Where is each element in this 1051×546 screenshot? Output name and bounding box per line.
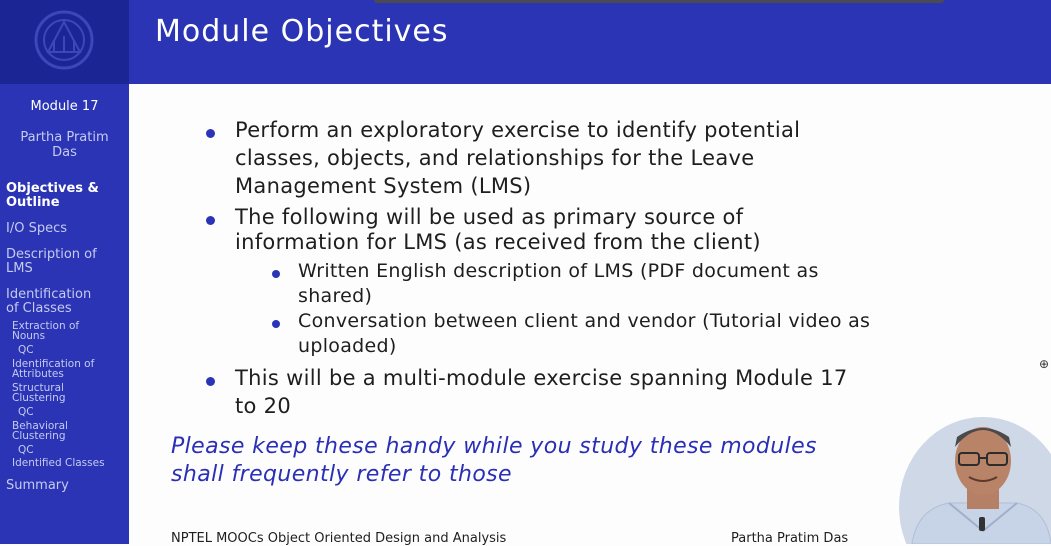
sidebar-subitem-structural-clustering[interactable]: Structural Clustering	[12, 382, 66, 404]
bullet-icon	[206, 216, 215, 225]
author-name: Partha Pratim Das	[0, 130, 129, 160]
sidebar-item-label: Summary	[6, 478, 69, 493]
author-line: Partha Pratim	[20, 130, 109, 145]
sub-bullet-text-line: Written English description of LMS (PDF …	[298, 260, 819, 282]
slide-header: Module Objectives	[129, 0, 1051, 84]
bullet-text-line: information for LMS (as received from th…	[235, 230, 761, 254]
presenter-video-overlay	[897, 411, 1051, 544]
sidebar-subitem-label: QC	[18, 406, 34, 418]
sidebar-item-label: Outline	[6, 195, 60, 210]
sidebar-subitem-label: QC	[18, 344, 34, 356]
sidebar-item-label: Identification	[6, 287, 92, 302]
highlight-note-line: shall frequently refer to those	[171, 462, 512, 487]
sidebar-item-label: of Classes	[6, 301, 72, 316]
sidebar-subitem-qc[interactable]: QC	[18, 444, 34, 456]
sidebar-item-identification-of-classes[interactable]: Identification of Classes	[6, 288, 91, 316]
highlight-note-line: Please keep these handy while you study …	[171, 434, 817, 459]
sub-bullet-icon	[272, 320, 280, 328]
logo-area	[0, 0, 129, 84]
presenter-image	[899, 417, 1051, 544]
sidebar-subitem-extraction-of-nouns[interactable]: Extraction of Nouns	[12, 320, 80, 342]
sidebar-subitem-identified-classes[interactable]: Identified Classes	[12, 457, 105, 469]
sidebar-item-label: LMS	[6, 261, 33, 276]
module-title: Module 17	[30, 99, 99, 114]
video-top-strip	[374, 0, 944, 3]
sidebar-subitem-label: Clustering	[12, 430, 66, 442]
sidebar-subitem-behavioral-clustering[interactable]: Behavioral Clustering	[12, 420, 68, 442]
sidebar-navigation: Module 17 Partha Pratim Das Objectives &…	[0, 0, 129, 544]
sidebar-subitem-label: Extraction of	[12, 320, 80, 332]
sidebar-subitem-label: Clustering	[12, 392, 66, 404]
sidebar-item-io-specs[interactable]: I/O Specs	[6, 222, 67, 236]
sidebar-subitem-identification-of-attributes[interactable]: Identification of Attributes	[12, 358, 95, 380]
sub-bullet-text-line: Conversation between client and vendor (…	[298, 310, 871, 332]
sidebar-subitem-qc[interactable]: QC	[18, 344, 34, 356]
sidebar-item-label: I/O Specs	[6, 221, 68, 236]
bullet-text-line: Perform an exploratory exercise to ident…	[235, 118, 801, 142]
bullet-text-line: to 20	[235, 394, 291, 418]
sidebar-subitem-label: Behavioral	[12, 420, 68, 432]
bullet-icon	[206, 129, 215, 138]
sidebar-subitem-label: QC	[18, 444, 34, 456]
footer-author: Partha Pratim Das	[731, 531, 849, 546]
sidebar-item-description-of-lms[interactable]: Description of LMS	[6, 248, 97, 276]
sidebar-item-objectives[interactable]: Objectives & Outline	[6, 182, 99, 210]
sidebar-item-label: Objectives &	[6, 181, 99, 196]
footer-course-title: NPTEL MOOCs Object Oriented Design and A…	[171, 531, 507, 546]
sidebar-subitem-label: Identification of	[12, 358, 95, 370]
bullet-text-line: The following will be used as primary so…	[235, 205, 744, 229]
sidebar-subitem-label: Identified Classes	[12, 457, 105, 469]
slide-title: Module Objectives	[155, 14, 449, 49]
cursor-icon: ⊕	[1039, 357, 1050, 371]
sidebar-item-summary[interactable]: Summary	[6, 479, 69, 493]
sidebar-subitem-label: Attributes	[12, 368, 64, 380]
sub-bullet-text-line: uploaded)	[298, 335, 397, 357]
bullet-text-line: This will be a multi-module exercise spa…	[235, 366, 848, 390]
bullet-text-line: Management System (LMS)	[235, 174, 532, 198]
author-line: Das	[52, 145, 77, 160]
sub-bullet-icon	[272, 270, 280, 278]
bullet-text-line: classes, objects, and relationships for …	[235, 146, 755, 170]
sidebar-item-label: Description of	[6, 247, 97, 262]
sidebar-subitem-qc[interactable]: QC	[18, 406, 34, 418]
bullet-icon	[206, 377, 215, 386]
sub-bullet-text-line: shared)	[298, 285, 373, 307]
sidebar-subitem-label: Structural	[12, 382, 64, 394]
sidebar-subitem-label: Nouns	[12, 330, 46, 342]
institute-logo	[34, 10, 94, 70]
